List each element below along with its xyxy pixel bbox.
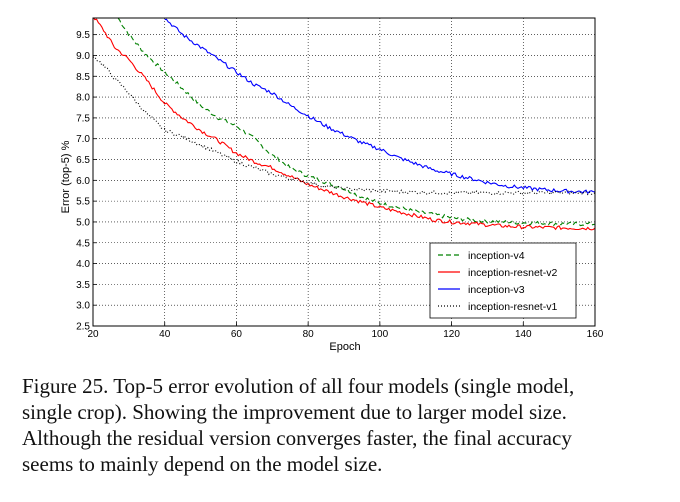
legend-label: inception-v4 (468, 250, 525, 262)
grid-lines (93, 18, 595, 326)
x-tick-label: 60 (231, 329, 243, 340)
series-layer (93, 18, 595, 231)
caption-line: Figure 25. Top-5 error evolution of all … (22, 374, 575, 398)
x-tick-label: 40 (159, 329, 171, 340)
y-tick-label: 8.5 (76, 72, 90, 83)
legend-label: inception-resnet-v2 (468, 267, 557, 279)
x-tick-label: 20 (87, 329, 99, 340)
legend-label: inception-resnet-v1 (468, 301, 557, 313)
x-tick-label: 140 (515, 329, 532, 340)
y-axis-label: Error (top-5) % (60, 140, 72, 213)
tick-labels: 20 40 60 80 100 120 140 160 2.5 3.0 3.5 4.0 4.5 5.0 5.… (76, 30, 604, 340)
figure-caption: Figure 25. Top-5 error evolution of all … (22, 373, 662, 477)
error-evolution-chart: 20 40 60 80 100 120 140 160 2.5 3.0 3.5 4.0 4.5 5.0 5.… (60, 17, 604, 353)
x-tick-label: 80 (303, 329, 315, 340)
y-tick-label: 5.0 (76, 217, 90, 228)
y-tick-label: 2.5 (76, 322, 90, 333)
series-line (164, 18, 595, 195)
caption-line: Although the residual version converges … (22, 426, 572, 450)
caption-line: single crop). Showing the improvement du… (22, 400, 567, 424)
y-tick-label: 5.5 (76, 197, 90, 208)
y-tick-label: 9.0 (76, 51, 90, 62)
y-tick-label: 6.5 (76, 155, 90, 166)
legend: inception-v4 inception-resnet-v2 inception… (429, 242, 577, 319)
x-tick-label: 120 (443, 329, 460, 340)
series-line (93, 18, 595, 231)
y-tick-label: 8.0 (76, 93, 90, 104)
series-line (93, 56, 595, 196)
x-tick-label: 100 (372, 329, 389, 340)
y-tick-label: 3.5 (76, 280, 90, 291)
legend-box (429, 242, 577, 319)
legend-label: inception-v3 (468, 284, 525, 296)
y-tick-label: 4.0 (76, 259, 90, 270)
caption-line: seems to mainly depend on the model size… (22, 452, 383, 476)
y-tick-label: 9.5 (76, 30, 90, 41)
series-line (117, 18, 595, 227)
y-tick-label: 7.5 (76, 113, 90, 124)
plot-frame (92, 17, 596, 327)
y-tick-label: 6.0 (76, 176, 90, 187)
y-tick-label: 7.0 (76, 134, 90, 145)
y-tick-label: 3.0 (76, 301, 90, 312)
y-tick-label: 4.5 (76, 238, 90, 249)
x-axis-label: Epoch (329, 341, 360, 353)
x-tick-label: 160 (587, 329, 604, 340)
